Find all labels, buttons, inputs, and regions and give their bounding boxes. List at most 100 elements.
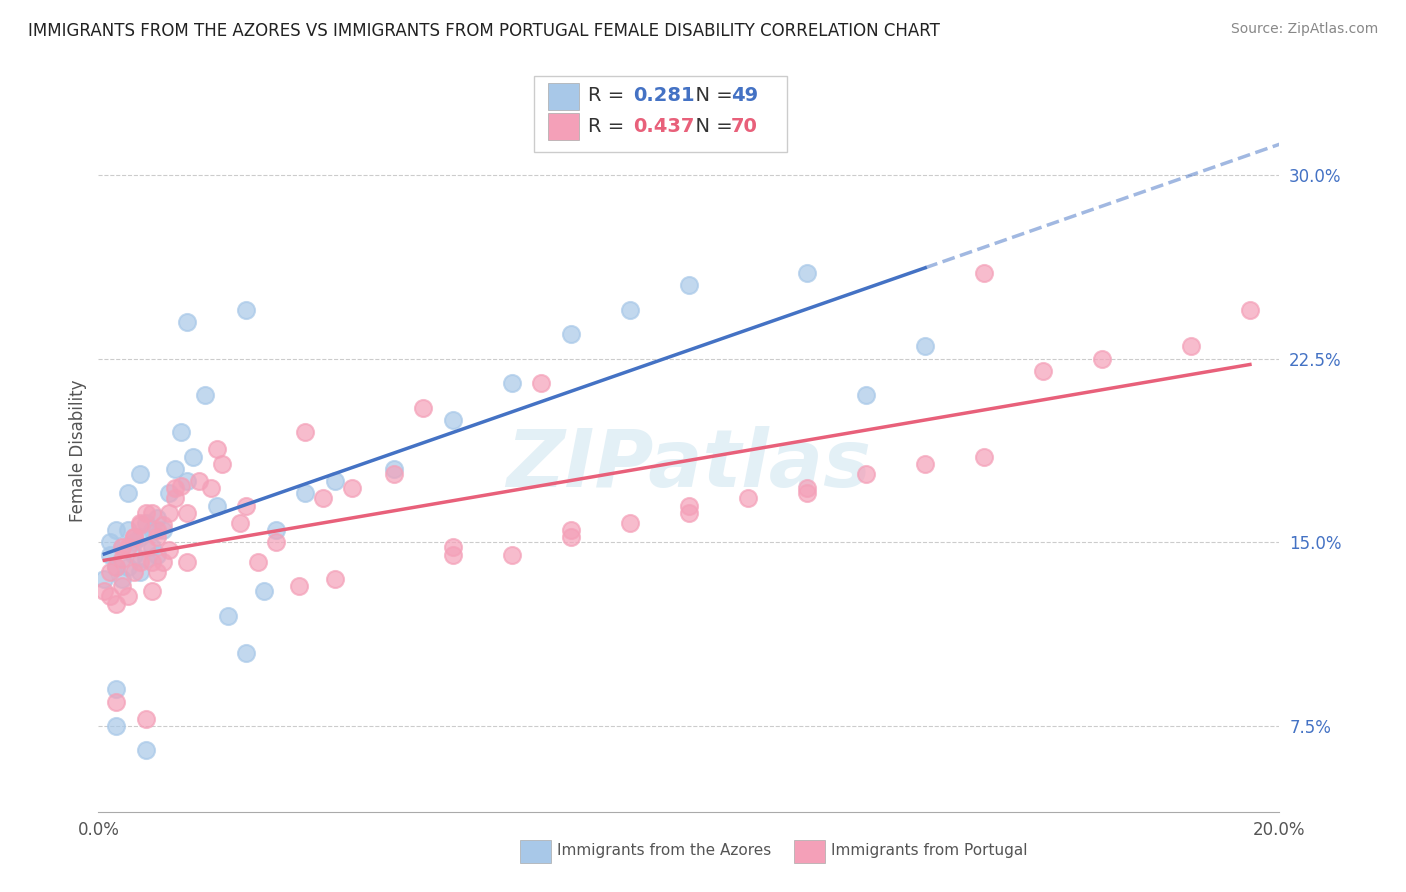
Point xyxy=(264,535,287,549)
Point xyxy=(98,565,121,579)
Point xyxy=(294,425,316,439)
Point xyxy=(796,486,818,500)
Text: Source: ZipAtlas.com: Source: ZipAtlas.com xyxy=(1230,22,1378,37)
Point xyxy=(412,401,434,415)
Point xyxy=(98,548,121,562)
Point xyxy=(264,523,287,537)
Point xyxy=(855,388,877,402)
Point xyxy=(176,555,198,569)
Point xyxy=(146,565,169,579)
Text: N =: N = xyxy=(683,86,740,105)
Point xyxy=(1032,364,1054,378)
Point xyxy=(619,302,641,317)
Point xyxy=(117,540,139,554)
Point xyxy=(288,579,311,593)
Point xyxy=(152,518,174,533)
Point xyxy=(323,474,346,488)
Text: R =: R = xyxy=(588,86,630,105)
Text: 49: 49 xyxy=(731,86,758,105)
Point xyxy=(111,540,134,554)
Point xyxy=(117,559,139,574)
Point xyxy=(105,597,128,611)
Point xyxy=(312,491,335,506)
Point xyxy=(560,327,582,342)
Point xyxy=(157,486,180,500)
Point xyxy=(135,516,157,530)
Point xyxy=(141,584,163,599)
Point xyxy=(135,712,157,726)
Point xyxy=(141,555,163,569)
Point xyxy=(382,467,405,481)
Point xyxy=(441,540,464,554)
Point xyxy=(176,506,198,520)
Text: 0.437: 0.437 xyxy=(633,117,695,136)
Point xyxy=(105,719,128,733)
Point xyxy=(914,457,936,471)
Point xyxy=(128,555,150,569)
Point xyxy=(678,499,700,513)
Point xyxy=(135,743,157,757)
Point xyxy=(619,516,641,530)
Point xyxy=(229,516,252,530)
Text: N =: N = xyxy=(683,117,740,136)
Point xyxy=(146,548,169,562)
Text: 70: 70 xyxy=(731,117,758,136)
Point xyxy=(170,425,193,439)
Point xyxy=(441,548,464,562)
Point xyxy=(678,506,700,520)
Point xyxy=(117,486,139,500)
Point xyxy=(170,479,193,493)
Point xyxy=(501,376,523,390)
Point xyxy=(165,482,187,496)
Point xyxy=(105,559,128,574)
Text: ZIPatlas: ZIPatlas xyxy=(506,425,872,504)
Point xyxy=(146,511,169,525)
Point xyxy=(217,608,239,623)
Point xyxy=(211,457,233,471)
Point xyxy=(205,499,228,513)
Point xyxy=(294,486,316,500)
Point xyxy=(117,523,139,537)
Point xyxy=(501,548,523,562)
Point xyxy=(128,518,150,533)
Point xyxy=(1091,351,1114,366)
Point xyxy=(157,506,180,520)
Point xyxy=(111,540,134,554)
Point xyxy=(128,565,150,579)
Point xyxy=(105,682,128,697)
Point xyxy=(796,266,818,280)
Point xyxy=(111,579,134,593)
Point xyxy=(253,584,276,599)
Point xyxy=(105,559,128,574)
Point xyxy=(1180,339,1202,353)
Point xyxy=(122,530,145,544)
Point xyxy=(200,482,222,496)
Point xyxy=(187,474,209,488)
Point xyxy=(122,548,145,562)
Point xyxy=(796,482,818,496)
Point xyxy=(973,266,995,280)
Point xyxy=(855,467,877,481)
Text: Immigrants from Portugal: Immigrants from Portugal xyxy=(831,844,1028,858)
Point xyxy=(235,646,257,660)
Point xyxy=(914,339,936,353)
Point xyxy=(165,462,187,476)
Point xyxy=(122,530,145,544)
Point xyxy=(205,442,228,457)
Point xyxy=(152,523,174,537)
Point xyxy=(176,474,198,488)
Point xyxy=(560,530,582,544)
Point xyxy=(973,450,995,464)
Point xyxy=(128,530,150,544)
Point xyxy=(141,506,163,520)
Y-axis label: Female Disability: Female Disability xyxy=(69,379,87,522)
Point xyxy=(530,376,553,390)
Point xyxy=(141,540,163,554)
Point xyxy=(1239,302,1261,317)
Point xyxy=(441,413,464,427)
Point xyxy=(141,523,163,537)
Point xyxy=(105,694,128,708)
Point xyxy=(93,584,115,599)
Point xyxy=(122,535,145,549)
Point xyxy=(382,462,405,476)
